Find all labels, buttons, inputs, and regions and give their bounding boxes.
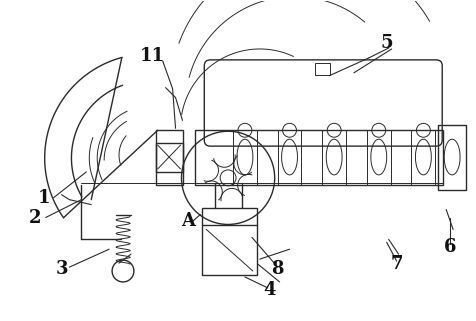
Bar bbox=[202, 208, 257, 275]
Bar bbox=[156, 143, 183, 172]
Text: 6: 6 bbox=[444, 238, 456, 256]
Text: 2: 2 bbox=[29, 209, 41, 227]
Bar bbox=[315, 63, 330, 75]
Text: 7: 7 bbox=[390, 255, 403, 273]
Text: 4: 4 bbox=[264, 281, 276, 299]
Bar bbox=[195, 130, 443, 185]
Bar bbox=[438, 125, 466, 190]
Bar bbox=[411, 130, 435, 185]
Bar bbox=[367, 130, 391, 185]
Text: 5: 5 bbox=[380, 34, 393, 52]
Bar bbox=[322, 130, 346, 185]
Text: 3: 3 bbox=[55, 260, 68, 278]
Bar bbox=[156, 130, 183, 185]
Text: 8: 8 bbox=[271, 260, 284, 278]
Bar bbox=[278, 130, 301, 185]
Text: A: A bbox=[181, 213, 196, 230]
Text: 1: 1 bbox=[38, 189, 50, 207]
Text: 11: 11 bbox=[140, 47, 165, 65]
Bar bbox=[233, 130, 257, 185]
